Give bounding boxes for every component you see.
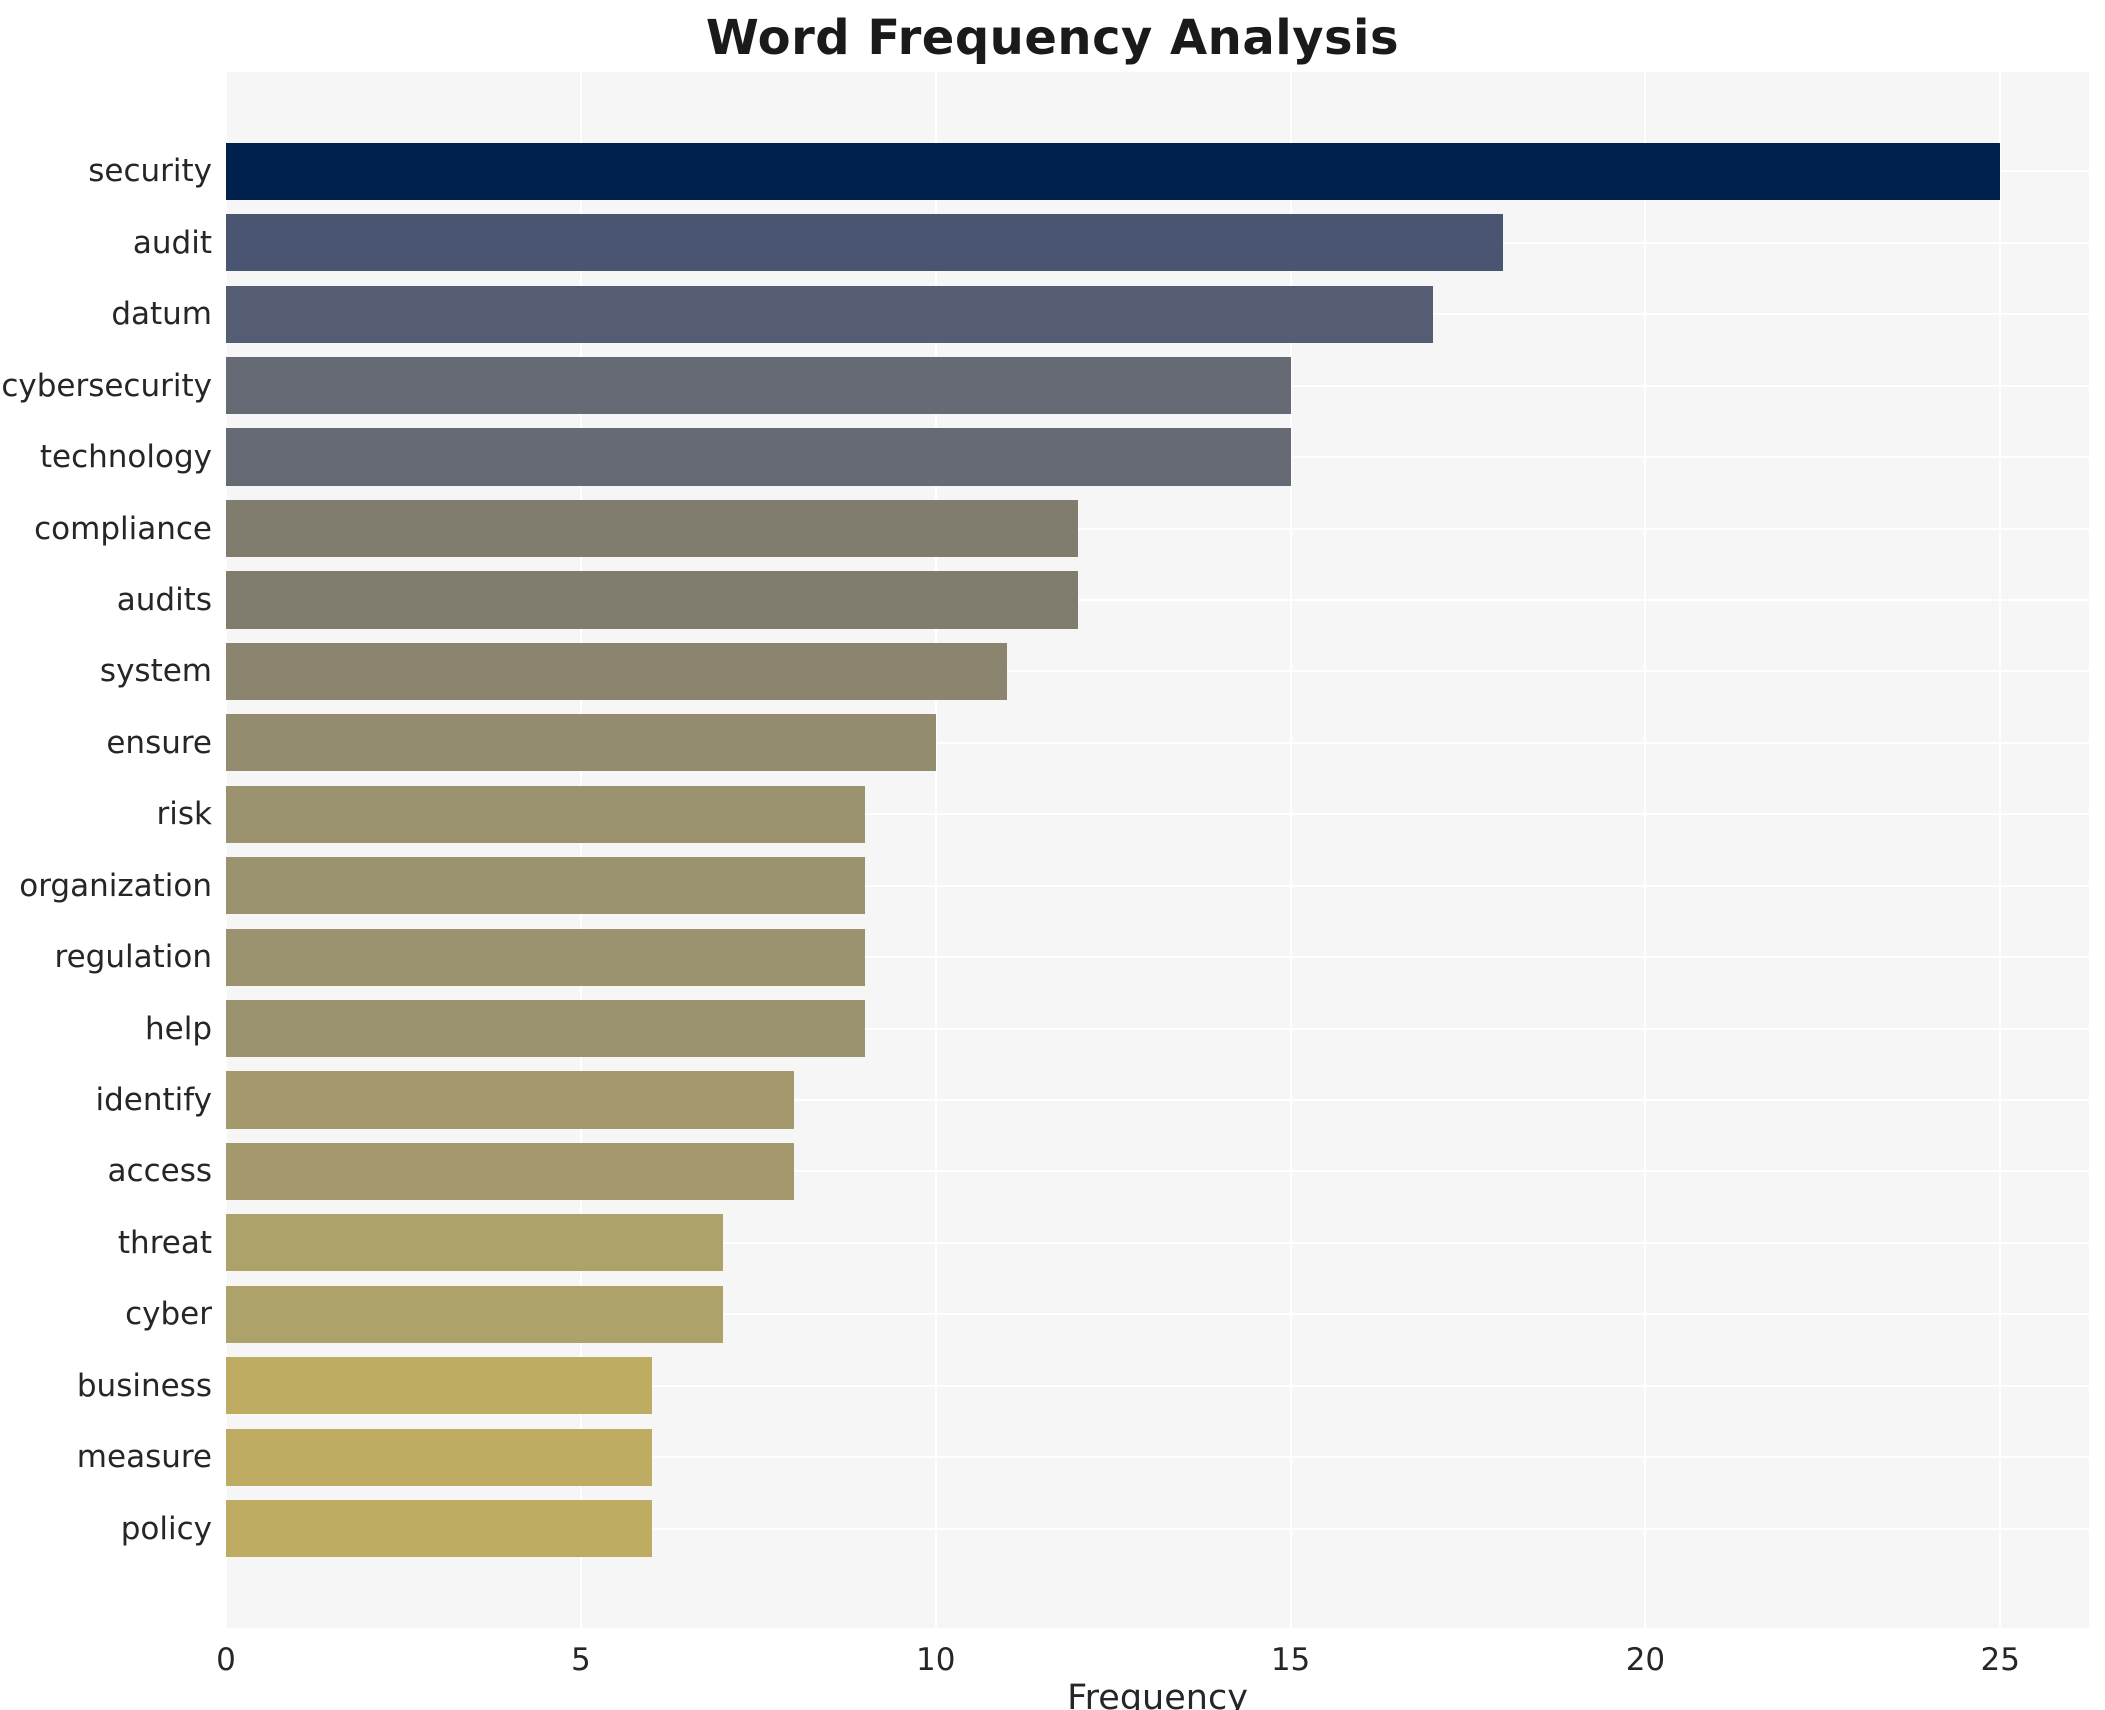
horizontal-gridline-identify [226,1099,2089,1102]
category-label-security: security [88,153,212,190]
category-label-system: system [99,653,212,690]
bar-help [226,1000,865,1058]
category-label-help: help [144,1010,212,1047]
bar-compliance [226,499,1078,558]
category-label-datum: datum [111,296,212,333]
category-label-audit: audit [132,224,212,261]
x-tick-label-0: 0 [216,1642,236,1678]
bar-policy [226,1500,652,1558]
category-label-risk: risk [156,796,212,833]
plot-area [225,72,2089,1628]
category-label-business: business [76,1367,212,1404]
chart-title: Word Frequency Analysis [705,10,1400,66]
bar-ensure [226,714,936,772]
x-tick-label-15: 15 [1270,1642,1311,1678]
x-tick-label-5: 5 [570,1642,591,1678]
category-label-threat: threat [117,1224,212,1261]
bar-measure [226,1428,652,1486]
x-tick-label-10: 10 [915,1642,956,1678]
horizontal-gridline-help [226,1027,2089,1030]
x-tick-label-20: 20 [1625,1642,1666,1678]
horizontal-gridline-system [226,670,2089,673]
bar-identify [226,1071,794,1129]
bar-threat [226,1214,723,1272]
bar-audit [226,214,1504,272]
bar-organization [226,857,865,915]
bar-business [226,1357,652,1415]
bar-system [226,642,1007,700]
bar-technology [226,428,1291,486]
bar-access [226,1142,794,1201]
horizontal-gridline-measure [226,1456,2089,1459]
category-label-cybersecurity: cybersecurity [1,367,212,404]
bar-cybersecurity [226,357,1291,415]
category-label-identify: identify [95,1082,213,1119]
vertical-gridline-20 [1644,72,1647,1628]
vertical-gridline-10 [934,72,937,1628]
category-label-technology: technology [39,439,212,476]
category-label-ensure: ensure [106,724,212,761]
category-label-regulation: regulation [54,939,212,976]
bar-datum [226,285,1433,343]
horizontal-gridline-risk [226,813,2089,816]
horizontal-gridline-organization [226,884,2089,887]
horizontal-gridline-access [226,1170,2089,1173]
category-label-access: access [107,1153,212,1190]
bar-regulation [226,928,865,986]
category-label-audits: audits [116,581,212,618]
vertical-gridline-5 [579,72,582,1628]
x-tick-label-25: 25 [1980,1642,2020,1678]
horizontal-gridline-compliance [226,527,2089,530]
category-label-policy: policy [120,1510,212,1547]
category-label-organization: organization [19,867,212,904]
horizontal-gridline-cyber [226,1313,2089,1316]
category-label-measure: measure [76,1439,212,1476]
horizontal-gridline-audits [226,598,2089,601]
vertical-gridline-25 [1999,72,2002,1628]
horizontal-gridline-policy [226,1527,2089,1530]
bar-audits [226,571,1078,629]
bar-security [226,142,2001,200]
category-label-cyber: cyber [125,1296,212,1333]
horizontal-gridline-business [226,1384,2089,1387]
horizontal-gridline-threat [226,1241,2089,1244]
category-label-compliance: compliance [34,510,212,547]
horizontal-gridline-ensure [226,741,2089,744]
bar-risk [226,785,865,843]
x-axis-title: Frequency [1067,1678,1248,1710]
horizontal-gridline-regulation [226,956,2089,959]
vertical-gridline-15 [1289,72,1292,1628]
bar-cyber [226,1285,723,1343]
vertical-gridline-0 [225,72,227,1628]
